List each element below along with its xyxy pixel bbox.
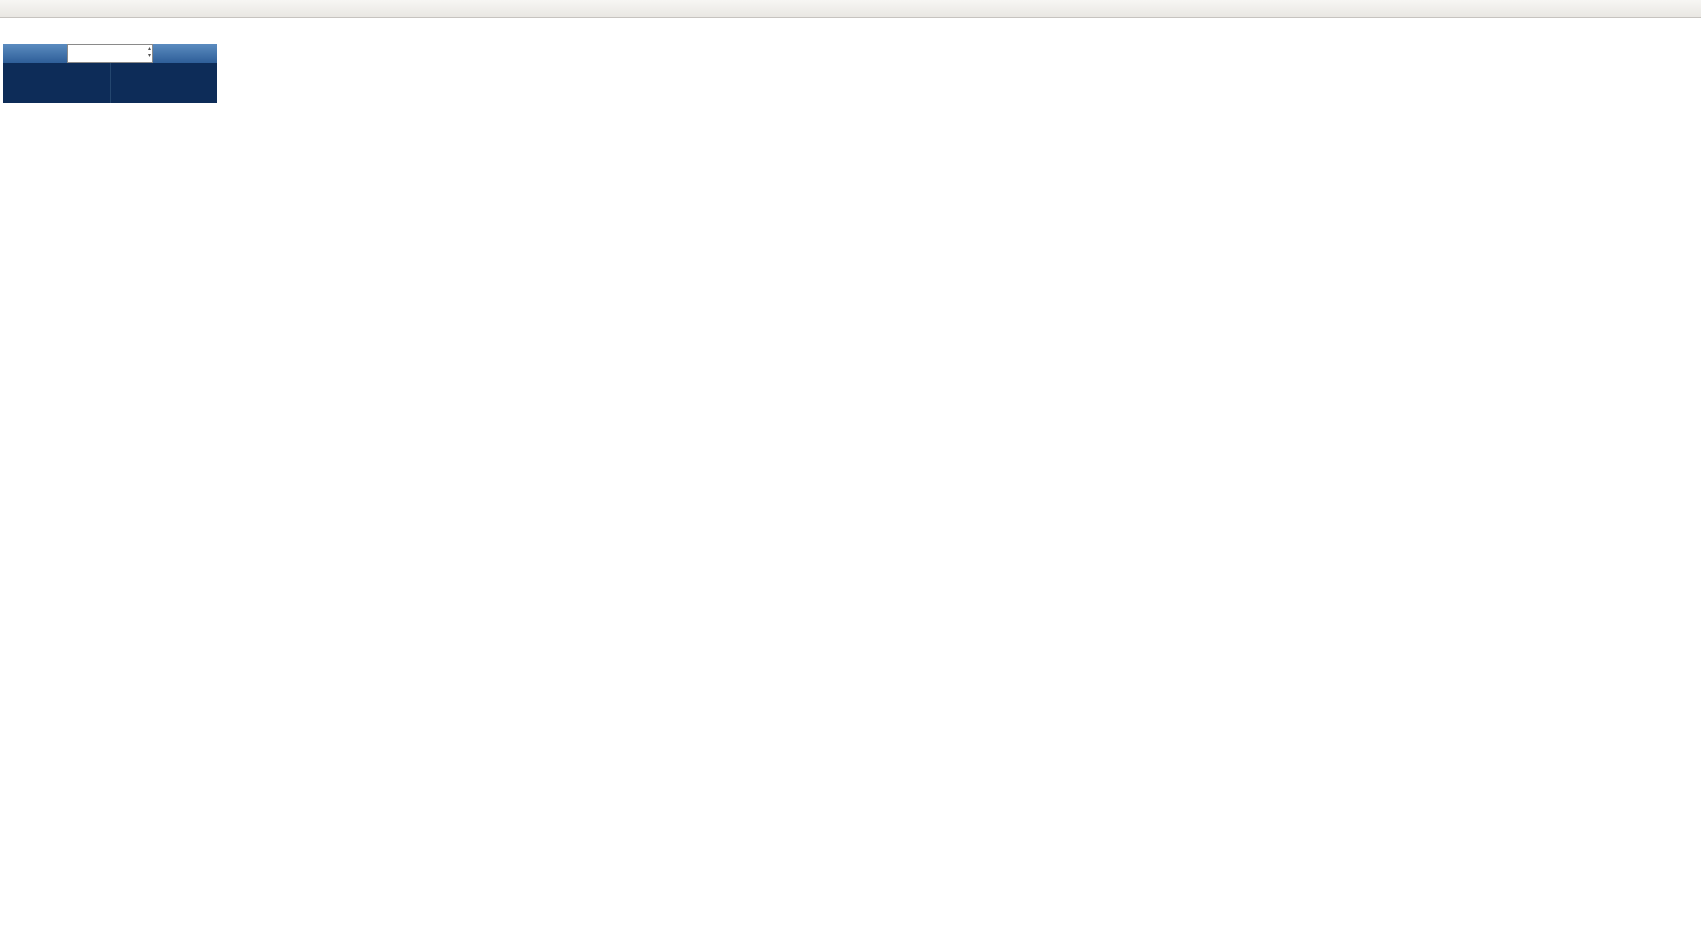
macd-indicator-label <box>4 581 16 592</box>
sell-price[interactable] <box>3 63 110 103</box>
rsi-indicator-label <box>4 753 10 764</box>
sell-button[interactable] <box>3 44 67 63</box>
chart-ohlc-header <box>5 28 35 39</box>
volume-input[interactable]: ▴ ▾ <box>67 44 153 63</box>
volume-spinner[interactable]: ▴ ▾ <box>148 46 151 60</box>
one-click-trading-panel: ▴ ▾ <box>3 44 217 103</box>
spin-down-icon[interactable]: ▾ <box>147 53 151 59</box>
spin-up-icon[interactable]: ▴ <box>147 46 151 52</box>
buy-button[interactable] <box>153 44 217 63</box>
toolbar <box>0 0 1701 18</box>
buy-price[interactable] <box>109 63 218 103</box>
